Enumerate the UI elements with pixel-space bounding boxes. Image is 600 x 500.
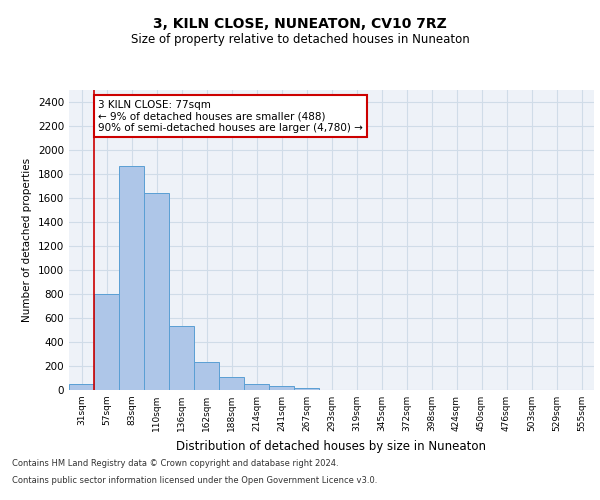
Text: Contains public sector information licensed under the Open Government Licence v3: Contains public sector information licen…	[12, 476, 377, 485]
Bar	[169, 326, 194, 390]
Bar	[194, 362, 219, 390]
Text: Size of property relative to detached houses in Nuneaton: Size of property relative to detached ho…	[131, 32, 469, 46]
Bar	[269, 386, 294, 390]
Bar	[94, 294, 119, 390]
Text: Contains HM Land Registry data © Crown copyright and database right 2024.: Contains HM Land Registry data © Crown c…	[12, 458, 338, 468]
X-axis label: Distribution of detached houses by size in Nuneaton: Distribution of detached houses by size …	[176, 440, 487, 452]
Bar	[294, 388, 319, 390]
Text: 3 KILN CLOSE: 77sqm
← 9% of detached houses are smaller (488)
90% of semi-detach: 3 KILN CLOSE: 77sqm ← 9% of detached hou…	[98, 100, 362, 133]
Bar	[219, 378, 244, 390]
Bar	[244, 384, 269, 390]
Bar	[69, 384, 94, 390]
Text: 3, KILN CLOSE, NUNEATON, CV10 7RZ: 3, KILN CLOSE, NUNEATON, CV10 7RZ	[153, 18, 447, 32]
Bar	[144, 193, 169, 390]
Y-axis label: Number of detached properties: Number of detached properties	[22, 158, 32, 322]
Bar	[119, 166, 144, 390]
